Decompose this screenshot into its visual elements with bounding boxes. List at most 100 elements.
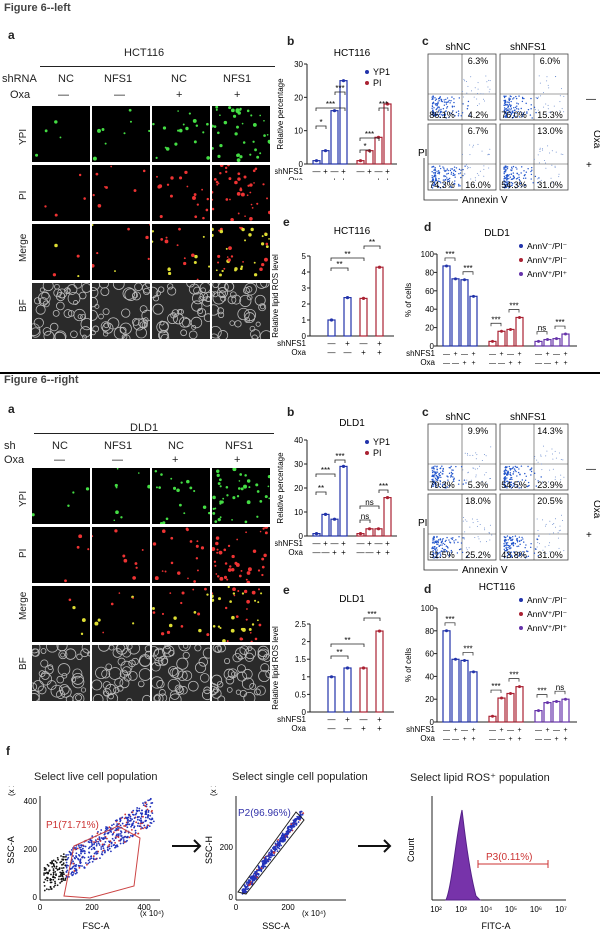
cell-dot xyxy=(260,242,265,246)
event-dot xyxy=(551,150,553,152)
event-dot xyxy=(433,536,435,538)
event-dot xyxy=(92,857,95,860)
treatment-sign: — xyxy=(443,727,450,734)
cell-dot xyxy=(244,239,247,242)
event-dot xyxy=(508,103,510,105)
event-dot xyxy=(483,100,485,102)
sig-bracket xyxy=(359,519,371,523)
event-dot xyxy=(540,179,542,181)
event-dot xyxy=(138,815,140,818)
event-dot xyxy=(489,539,491,541)
cell-dot xyxy=(148,129,150,133)
event-dot xyxy=(538,162,540,164)
event-dot xyxy=(292,823,295,826)
cell-outline xyxy=(41,291,50,300)
event-dot xyxy=(147,815,149,818)
row-sign: + xyxy=(586,530,592,541)
treatment-sign: — xyxy=(328,339,336,348)
event-dot xyxy=(252,876,254,879)
sig-label: ** xyxy=(369,238,375,247)
cell-outline xyxy=(156,680,165,689)
event-dot xyxy=(506,477,508,479)
event-dot xyxy=(43,889,46,892)
event-dot xyxy=(142,821,145,824)
treatment-sign: + xyxy=(554,360,558,367)
event-dot xyxy=(529,114,532,116)
treatment-sign: — xyxy=(357,539,365,548)
cell-outline xyxy=(56,675,65,684)
event-dot xyxy=(446,177,448,179)
cell-dot xyxy=(236,495,240,498)
cell-dot xyxy=(193,611,197,614)
event-dot xyxy=(255,870,258,873)
sig-label: *** xyxy=(379,482,388,491)
bar xyxy=(359,667,368,713)
event-dot xyxy=(516,102,518,104)
event-dot xyxy=(443,104,446,106)
brightfield-image xyxy=(92,283,150,339)
event-dot xyxy=(435,176,437,178)
sig-label: ns xyxy=(361,512,369,521)
event-dot xyxy=(83,866,86,869)
cell-dot xyxy=(234,180,238,185)
event-dot xyxy=(504,184,506,186)
cell-dot xyxy=(268,237,270,240)
cell-outline xyxy=(179,686,188,695)
bar xyxy=(339,80,348,165)
event-dot xyxy=(557,532,559,534)
cell-dot xyxy=(173,616,177,620)
event-dot xyxy=(431,98,433,101)
event-dot xyxy=(123,831,126,834)
bar xyxy=(330,518,339,537)
cell-outline xyxy=(234,320,242,328)
cell-outline xyxy=(79,326,90,338)
event-dot xyxy=(467,167,469,169)
event-dot xyxy=(446,179,449,181)
event-dot xyxy=(503,95,505,97)
cell-dot xyxy=(67,504,70,508)
cell-dot xyxy=(245,531,248,534)
event-dot xyxy=(51,861,53,863)
event-dot xyxy=(461,90,463,92)
event-dot xyxy=(453,542,456,544)
treatment-sign: — xyxy=(313,548,321,557)
event-dot xyxy=(438,545,440,547)
cell-outline xyxy=(168,649,175,657)
event-dot xyxy=(525,475,527,477)
data-point xyxy=(341,79,346,83)
event-dot xyxy=(547,104,549,106)
sig-label: *** xyxy=(445,615,454,624)
event-dot xyxy=(469,454,471,456)
event-dot xyxy=(504,100,506,102)
event-dot xyxy=(62,855,64,858)
cell-dot xyxy=(195,557,199,560)
event-dot xyxy=(98,838,101,841)
event-dot xyxy=(466,453,468,455)
event-dot xyxy=(514,469,516,472)
event-dot xyxy=(470,178,472,180)
event-dot xyxy=(441,465,443,467)
cell-dot xyxy=(225,198,229,201)
event-dot xyxy=(65,855,67,858)
event-dot xyxy=(527,555,530,558)
event-dot xyxy=(535,111,537,114)
event-dot xyxy=(279,842,281,845)
event-dot xyxy=(453,98,455,100)
event-dot xyxy=(270,850,272,853)
event-dot xyxy=(152,820,155,823)
cell-dot xyxy=(234,561,238,565)
event-dot xyxy=(453,105,455,108)
chart-title: DLD1 xyxy=(339,418,365,429)
event-dot xyxy=(76,847,79,850)
event-dot xyxy=(60,873,62,876)
cell-outline xyxy=(143,287,150,296)
cell-dot xyxy=(227,568,232,572)
event-dot xyxy=(436,543,438,545)
event-dot xyxy=(553,181,555,183)
cell-outline xyxy=(142,694,150,701)
event-dot xyxy=(555,151,557,153)
cell-dot xyxy=(245,618,248,621)
bar xyxy=(469,671,478,723)
event-dot xyxy=(283,837,285,840)
y-tick-label: 80 xyxy=(425,268,434,277)
